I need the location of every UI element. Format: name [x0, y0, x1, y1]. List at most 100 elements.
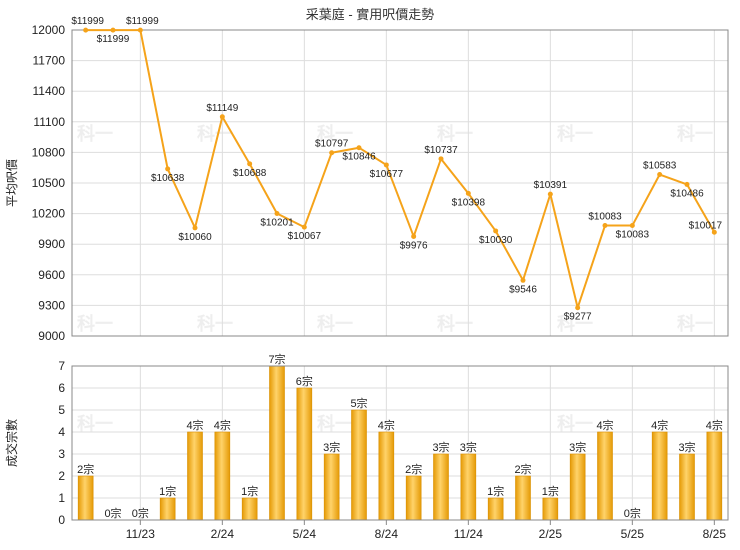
x-tick-label: 5/25 [621, 527, 645, 541]
count-data-label: 1宗 [542, 484, 559, 498]
count-data-label: 3宗 [460, 440, 477, 454]
price-point [465, 190, 471, 196]
count-y-tick-label: 0 [58, 513, 65, 527]
count-data-label: 4宗 [706, 418, 723, 432]
count-y-tick-label: 7 [58, 359, 65, 373]
count-bar [214, 431, 231, 521]
watermark-text: 科一 [317, 413, 353, 434]
watermark-text: 科一 [677, 123, 713, 144]
count-bar [405, 475, 422, 521]
count-bar [597, 431, 613, 521]
price-data-label: $10391 [534, 180, 568, 191]
x-tick-label: 11/23 [126, 527, 155, 541]
price-point [711, 229, 717, 235]
price-point [110, 27, 116, 33]
price-data-label: $10797 [315, 139, 349, 150]
watermark-text: 科一 [437, 123, 473, 144]
x-tick-label: 8/24 [375, 527, 399, 541]
price-point [493, 228, 499, 234]
price-y-tick-label: 9600 [38, 268, 65, 282]
watermark-text: 科一 [317, 313, 353, 334]
count-bar [460, 453, 477, 521]
price-y-tick-label: 11400 [33, 84, 66, 98]
count-bar [378, 431, 395, 521]
count-y-tick-label: 3 [58, 447, 65, 461]
price-data-label: $9277 [564, 312, 592, 323]
watermark-text: 科一 [197, 313, 233, 334]
price-point [520, 277, 526, 283]
count-data-label: 0宗 [104, 506, 121, 520]
count-y-axis-label: 成交宗數 [4, 419, 19, 467]
price-point [219, 114, 225, 120]
price-data-label: $10737 [424, 145, 458, 156]
watermark-text: 科一 [77, 123, 113, 144]
price-series-line [85, 29, 716, 309]
price-point [411, 233, 417, 239]
price-data-label: $9546 [509, 284, 537, 295]
price-data-label: $10583 [643, 161, 677, 172]
count-bar [569, 453, 586, 521]
count-bar [542, 497, 559, 521]
x-tick-label: 11/24 [454, 527, 483, 541]
count-data-label: 1宗 [487, 484, 504, 498]
count-bar [433, 453, 449, 521]
price-data-label: $9976 [400, 240, 428, 251]
price-point [192, 225, 198, 231]
price-data-label: $10083 [616, 230, 650, 241]
price-data-label: $10677 [370, 169, 404, 180]
count-bar [651, 431, 668, 521]
price-point [329, 150, 335, 156]
chart-title: 采葉庭 - 實用呎價走勢 [306, 7, 435, 22]
count-data-label: 4宗 [378, 418, 395, 432]
count-data-label: 3宗 [323, 440, 340, 454]
count-bar [706, 431, 723, 521]
count-bar [515, 475, 531, 521]
count-data-label: 2宗 [405, 462, 422, 476]
price-y-tick-label: 10800 [32, 145, 66, 159]
count-data-label: 0宗 [624, 506, 641, 520]
count-bar [187, 431, 203, 521]
count-data-label: 2宗 [514, 462, 531, 476]
x-tick-label: 8/25 [703, 527, 727, 541]
watermark-text: 科一 [77, 413, 113, 434]
price-data-label: $11999 [97, 34, 130, 45]
count-y-tick-label: 4 [58, 425, 65, 439]
watermark-text: 科一 [557, 413, 593, 434]
count-data-label: 7宗 [268, 352, 285, 366]
price-point [137, 27, 143, 33]
price-data-label: $10030 [479, 235, 513, 246]
price-data-label: $11999 [126, 16, 159, 27]
count-y-tick-label: 6 [58, 381, 65, 395]
count-bar [159, 497, 176, 521]
count-y-tick-label: 5 [58, 403, 65, 417]
price-point [575, 305, 581, 311]
price-data-label: $11149 [206, 103, 238, 114]
price-data-label: $10067 [288, 231, 322, 242]
count-data-label: 3宗 [678, 440, 695, 454]
price-y-tick-label: 10200 [32, 207, 66, 221]
price-point [356, 145, 362, 151]
transaction-bar-panel: 0 1 2 3 4 5 6 7 2宗 0宗 0宗 1宗 4宗 4宗 1宗 7宗 6宗 3宗 5宗 4宗 2宗 3宗 3宗 1宗… [4, 352, 729, 541]
count-data-label: 2宗 [77, 462, 94, 476]
watermark-text: 科一 [677, 313, 713, 334]
count-data-label: 1宗 [159, 484, 176, 498]
count-bar [351, 409, 367, 521]
watermark-text: 科一 [557, 123, 593, 144]
price-data-label: $10846 [342, 152, 376, 163]
price-point [83, 27, 89, 33]
price-point [629, 223, 635, 229]
count-plot-frame [71, 365, 729, 521]
price-data-label: $10688 [233, 168, 267, 179]
price-point [547, 191, 553, 197]
count-data-label: 5宗 [350, 396, 367, 410]
price-point [165, 166, 171, 172]
price-y-axis-label: 平均呎價 [5, 159, 19, 207]
price-point [602, 223, 608, 229]
price-point [247, 161, 253, 167]
price-y-tick-label: 12000 [32, 23, 66, 37]
count-data-label: 6宗 [296, 374, 313, 388]
watermark-text: 科一 [317, 123, 353, 144]
count-y-tick-label: 2 [58, 469, 65, 483]
